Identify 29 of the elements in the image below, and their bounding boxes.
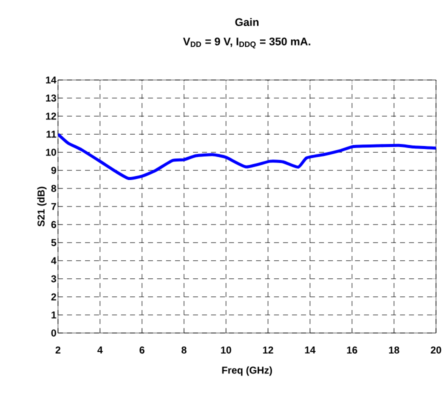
- y-axis-title: S21 (dB): [37, 186, 47, 226]
- y-tick-label: 13: [46, 94, 56, 102]
- line-series: [58, 132, 436, 180]
- y-tick-label: 9: [51, 166, 56, 174]
- x-axis-title: Freq (GHz): [222, 366, 272, 376]
- x-tick-label: 16: [347, 346, 358, 354]
- x-tick-label: 8: [182, 346, 186, 354]
- y-tick-label: 8: [51, 184, 56, 192]
- y-tick-label: 0: [51, 329, 56, 337]
- chart-title: Gain: [235, 18, 259, 26]
- y-tick-label: 5: [51, 239, 56, 246]
- y-tick-label: 14: [46, 76, 56, 84]
- x-tick-label: 10: [221, 346, 232, 354]
- x-tick-label: 18: [389, 346, 400, 354]
- x-tick-label: 6: [140, 346, 144, 354]
- x-tick-label: 14: [305, 346, 316, 354]
- y-tick-label: 10: [46, 148, 56, 156]
- y-tick-label: 7: [51, 203, 56, 210]
- x-tick-label: 4: [97, 346, 103, 354]
- y-tick-label: 11: [46, 130, 56, 138]
- y-tick-label: 4: [51, 257, 56, 264]
- x-tick-label: 12: [263, 346, 274, 354]
- chart-subtitle: V$_{DD}$ = 9 V, I$_{DDQ}$ = 350 mA.: [183, 38, 310, 48]
- y-tick-label: 12: [46, 112, 56, 120]
- y-tick-label: 1: [52, 311, 56, 318]
- x-tick-label: 20: [430, 346, 442, 354]
- y-tick-label: 2: [51, 293, 56, 300]
- y-tick-label: 3: [51, 275, 56, 282]
- y-tick-label: 6: [51, 221, 56, 228]
